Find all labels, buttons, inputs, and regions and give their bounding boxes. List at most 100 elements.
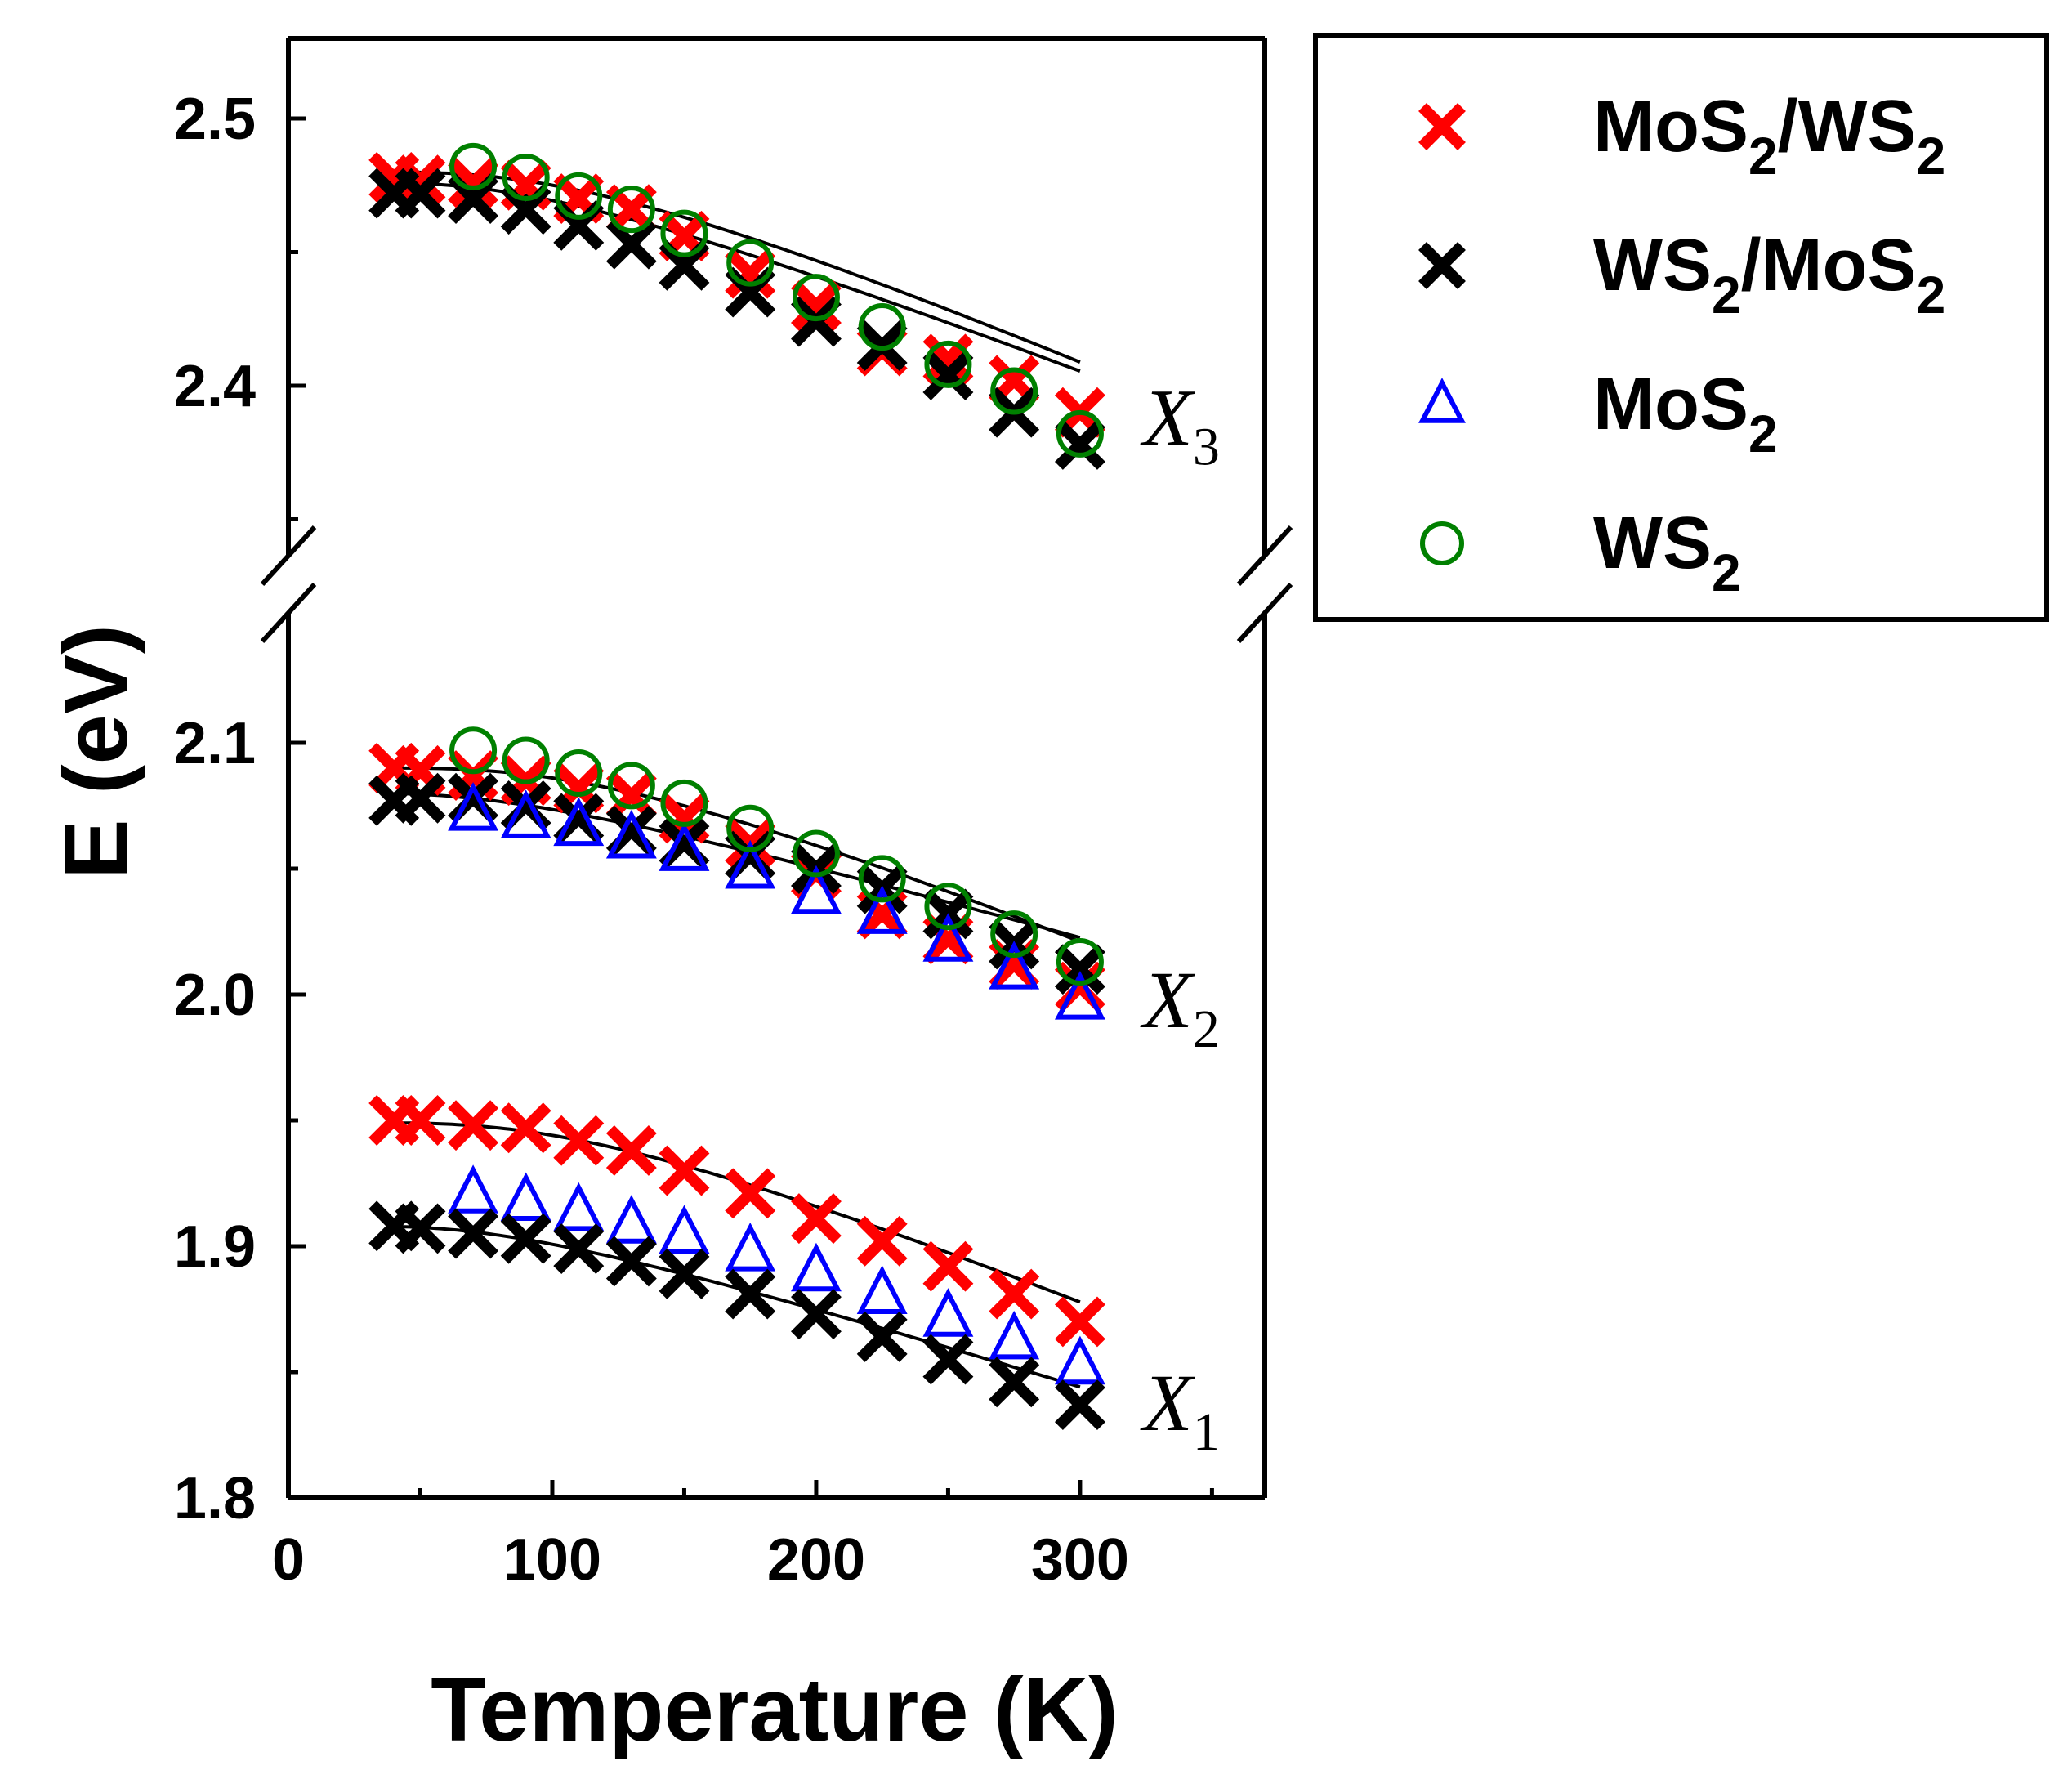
legend-marker-mos2 xyxy=(1418,378,1466,423)
data-point xyxy=(989,1268,1040,1320)
data-point xyxy=(448,782,499,831)
data-point xyxy=(725,1223,776,1272)
data-point xyxy=(449,726,498,775)
data-point xyxy=(659,822,710,871)
data-point xyxy=(725,1268,776,1320)
data-point xyxy=(605,809,657,859)
data-point xyxy=(448,1100,499,1151)
data-point xyxy=(553,1182,605,1231)
series-ws2-x3 xyxy=(449,142,1104,458)
frame-layer xyxy=(260,36,1293,1500)
peak-label-x2: X2 xyxy=(1140,954,1220,1059)
y-tick-label: 2.4 xyxy=(174,354,256,419)
data-point xyxy=(395,154,446,206)
fit-line xyxy=(394,170,1081,364)
y-tick-label: 1.9 xyxy=(174,1214,256,1280)
x-tick-label: 100 xyxy=(503,1527,601,1593)
data-point xyxy=(448,1164,499,1214)
data-point xyxy=(922,1334,974,1385)
data-point xyxy=(500,1102,551,1154)
data-point xyxy=(1054,944,1105,995)
data-point xyxy=(725,248,776,299)
y-tick-label: 2.1 xyxy=(174,711,256,776)
data-point xyxy=(553,1115,605,1166)
data-point xyxy=(725,839,776,889)
data-point xyxy=(605,1195,657,1244)
markers-layer xyxy=(368,142,1105,1430)
legend-label: WS2/MoS2 xyxy=(1593,225,1945,324)
data-point xyxy=(448,1208,499,1259)
data-point xyxy=(856,1215,908,1267)
data-point xyxy=(395,772,446,824)
peak-labels: X3 X2 X1 xyxy=(1140,373,1220,1462)
data-point xyxy=(605,218,657,270)
data-point xyxy=(858,303,906,351)
data-point xyxy=(395,168,446,219)
peak-label-x1: X1 xyxy=(1140,1357,1220,1462)
series-mos2-ws2-x1 xyxy=(368,1095,1105,1348)
y-axis-break-mark-lower xyxy=(260,582,317,644)
data-point xyxy=(553,1223,605,1275)
data-point xyxy=(790,1289,842,1340)
data-point xyxy=(726,804,775,852)
data-point xyxy=(790,1193,842,1245)
data-point xyxy=(922,333,974,385)
series-mos2-x1 xyxy=(448,1164,1105,1385)
data-point xyxy=(607,186,655,234)
data-point xyxy=(726,239,775,287)
data-point xyxy=(502,736,550,784)
data-point xyxy=(500,789,551,838)
data-point xyxy=(856,885,908,934)
data-point xyxy=(1056,937,1104,986)
data-point xyxy=(922,1240,974,1292)
peak-label-x3: X3 xyxy=(1140,373,1220,477)
series-ws2-mos2-x1 xyxy=(368,1200,1105,1430)
data-point xyxy=(792,274,840,322)
data-point xyxy=(659,1205,710,1254)
x-tick-label: 200 xyxy=(767,1527,865,1593)
data-point xyxy=(791,865,842,914)
data-point xyxy=(660,779,708,827)
y-axis-break-mark-upper xyxy=(260,525,317,587)
data-point xyxy=(1054,1335,1105,1385)
data-point xyxy=(922,349,974,400)
data-point xyxy=(725,1168,776,1219)
data-point xyxy=(605,1125,657,1176)
legend-marker-mos2-ws2 xyxy=(1418,103,1466,150)
right-axis-break-mark-lower xyxy=(1236,582,1293,644)
data-point xyxy=(792,829,840,878)
x-tick-label: 0 xyxy=(272,1527,305,1593)
data-point xyxy=(989,1310,1040,1360)
data-point xyxy=(605,1236,657,1287)
data-point xyxy=(553,797,605,847)
series-ws2-x2 xyxy=(449,726,1104,986)
data-point xyxy=(500,1172,551,1222)
legend-marker-ws2 xyxy=(1420,521,1464,565)
data-point xyxy=(856,1311,908,1362)
data-point xyxy=(659,1145,710,1196)
y-tick-label: 2.5 xyxy=(174,87,256,152)
legend-label: WS2 xyxy=(1593,503,1741,602)
data-point xyxy=(922,913,974,962)
data-point xyxy=(924,883,972,931)
data-point xyxy=(924,340,972,388)
y-tick-label: 1.8 xyxy=(174,1466,256,1531)
right-axis-break-mark-upper xyxy=(1236,525,1293,587)
data-point xyxy=(1056,409,1104,458)
data-point xyxy=(989,941,1040,990)
series-ws2-mos2-x3 xyxy=(368,168,1105,470)
data-point xyxy=(791,1242,842,1292)
series-mos2-x2 xyxy=(448,782,1105,1020)
data-point xyxy=(395,1203,446,1254)
data-point xyxy=(990,367,1038,415)
data-point xyxy=(607,762,655,810)
x-tick-label: 300 xyxy=(1031,1527,1129,1593)
data-point xyxy=(858,855,906,903)
data-point xyxy=(1054,1379,1105,1430)
data-point xyxy=(449,142,498,190)
data-point xyxy=(990,910,1038,959)
axes-layer: 0 100 200 300 1.8 1.9 2.0 2.1 2.4 2.5 xyxy=(174,87,1214,1593)
data-point xyxy=(856,1265,908,1314)
data-point xyxy=(555,172,603,220)
